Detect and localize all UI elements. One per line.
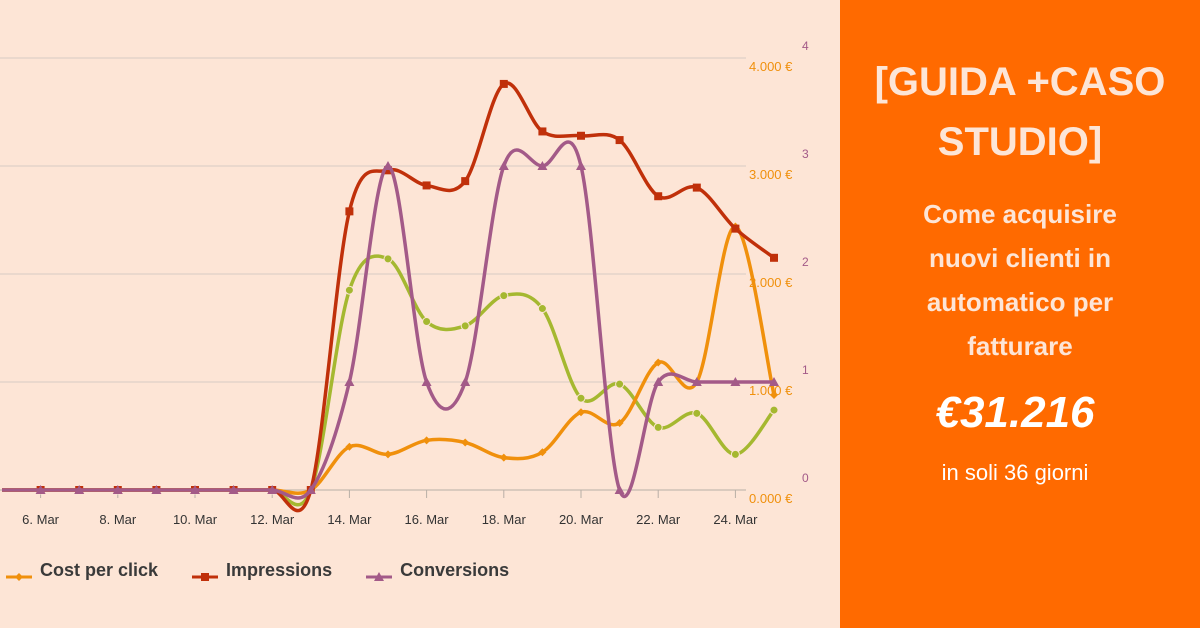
legend-swatch-cost-per-click [6,566,32,581]
data-point-unlabeled [615,379,625,389]
data-point-unlabeled [499,291,509,301]
x-tick-label: 6. Mar [22,512,60,527]
promo-heading-line2: STUDIO] [937,120,1103,164]
y-tick-label-conversions: 0 [802,471,809,485]
data-point-conversions [460,377,471,386]
data-point-conversions [35,485,46,494]
data-point-conversions [537,161,548,170]
data-point-impressions [654,192,663,201]
data-point-cost-per-click [499,453,508,462]
legend-label-cost-per-click: Cost per click [40,560,159,580]
data-point-conversions [498,161,509,170]
promo-subtitle: Come acquisire nuovi clienti in automati… [840,192,1200,368]
y-tick-label-conversions: 2 [802,255,809,269]
data-point-cost-per-click [422,436,431,445]
y-tick-label-conversions: 3 [802,147,809,161]
data-point-conversions [228,485,239,494]
legend-item-impressions[interactable]: Impressions [192,560,332,581]
data-point-impressions [345,207,354,216]
data-point-cost-per-click [461,438,470,447]
y-tick-label-conversions: 4 [802,39,809,53]
data-point-impressions [615,136,624,145]
data-point-conversions [576,161,586,170]
data-point-unlabeled [422,317,432,327]
data-point-impressions [770,253,778,262]
y-tick-label-currency: 2.000 € [749,275,793,290]
data-point-conversions [112,485,123,494]
x-tick-label: 20. Mar [559,512,604,527]
promo-heading-line1: [GUIDA +CASO [874,60,1166,104]
x-tick-label: 16. Mar [405,512,450,527]
y-tick-label-currency: 3.000 € [749,167,793,182]
data-point-unlabeled [730,449,740,459]
data-point-unlabeled [383,254,393,264]
data-point-cost-per-click [384,450,392,459]
data-point-cost-per-click [577,408,585,417]
line-chart: 6. Mar 8. Mar 10. Mar 12. Mar 14. Mar 16. Mar… [0,39,809,527]
legend-item-conversions[interactable]: Conversions [366,560,509,581]
data-point-cost-per-click [615,419,624,428]
data-point-conversions [305,485,316,494]
data-point-cost-per-click [345,442,354,451]
data-point-cost-per-click [538,448,547,457]
data-point-conversions [421,377,432,386]
x-tick-label: 14. Mar [327,512,372,527]
data-point-impressions [499,79,508,88]
data-point-conversions [190,485,200,494]
data-point-impressions [384,166,392,175]
data-point-unlabeled [460,321,470,331]
promo-subtitle-line4: fatturare [967,331,1073,361]
data-point-unlabeled [769,405,779,415]
data-point-cost-per-click [770,390,778,399]
chart-panel: 6. Mar 8. Mar 10. Mar 12. Mar 14. Mar 16. Mar… [0,39,809,581]
promo-heading: [GUIDA +CASO STUDIO] [840,52,1200,172]
data-point-impressions [461,177,470,186]
legend-swatch-impressions [192,566,219,581]
chart-legend: Cost per click Impressions Conversions [6,560,509,581]
data-point-unlabeled [344,285,354,295]
data-point-conversions [383,161,393,170]
x-tick-label: 22. Mar [636,512,681,527]
data-point-unlabeled [576,393,586,403]
data-point-conversions [344,377,355,386]
promo-subtitle-line1: Come acquisire [923,199,1117,229]
data-point-unlabeled [653,422,663,432]
data-point-conversions [769,377,779,386]
promo-subtitle-line3: automatico per [926,287,1114,317]
legend-label-conversions: Conversions [400,560,510,580]
legend-item-cost-per-click[interactable]: Cost per click [6,560,158,581]
y-tick-label-currency: 1.000 € [749,383,793,398]
y-tick-label-currency: 4.000 € [749,59,793,74]
promo-panel: [GUIDA +CASO STUDIO] Come acquisire nuov… [840,0,1200,628]
data-point-conversions [151,485,162,494]
promo-amount: €31.216 [935,388,1095,437]
series-line-conversions [2,140,774,500]
data-point-impressions [731,224,740,233]
promo-footnote: in soli 36 giorni [941,460,1089,485]
data-point-impressions [692,183,701,192]
data-point-conversions [730,377,741,386]
x-tick-label: 24. Mar [713,512,758,527]
legend-label-impressions: Impressions [226,560,333,580]
y-tick-label-conversions: 1 [802,363,809,377]
data-point-impressions [422,181,431,190]
data-point-unlabeled [692,408,702,418]
data-point-conversions [267,485,278,494]
series-line-impressions [2,81,776,513]
x-tick-label: 8. Mar [99,512,137,527]
data-point-unlabeled [537,304,547,314]
x-tick-label: 10. Mar [173,512,218,527]
data-point-cost-per-click [654,358,663,367]
x-tick-label: 12. Mar [250,512,295,527]
data-point-impressions [538,127,547,136]
data-point-conversions [74,485,85,494]
y-tick-label-currency: 0.000 € [749,491,793,506]
data-point-impressions [577,131,585,140]
legend-swatch-conversions [366,566,393,581]
data-point-conversions [691,377,702,386]
data-point-conversions [614,485,625,494]
promo-subtitle-line2: nuovi clienti in [928,243,1111,273]
x-tick-label: 18. Mar [482,512,527,527]
data-point-conversions [653,377,664,386]
